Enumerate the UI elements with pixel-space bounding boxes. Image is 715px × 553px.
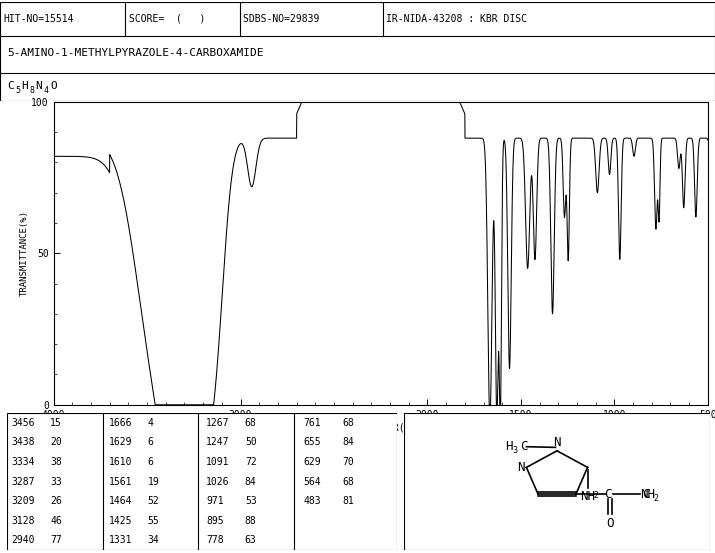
Text: 1561: 1561 bbox=[109, 477, 132, 487]
Text: 655: 655 bbox=[303, 437, 321, 447]
Text: 778: 778 bbox=[206, 535, 224, 545]
Text: 68: 68 bbox=[342, 418, 354, 428]
Text: 895: 895 bbox=[206, 516, 224, 526]
Text: 2940: 2940 bbox=[11, 535, 34, 545]
Text: 5-AMINO-1-METHYLPYRAZOLE-4-CARBOXAMIDE: 5-AMINO-1-METHYLPYRAZOLE-4-CARBOXAMIDE bbox=[7, 48, 264, 58]
Text: 3334: 3334 bbox=[11, 457, 34, 467]
Text: 3438: 3438 bbox=[11, 437, 34, 447]
Text: 1331: 1331 bbox=[109, 535, 132, 545]
Text: N: N bbox=[553, 436, 561, 449]
Text: 53: 53 bbox=[245, 496, 257, 506]
Text: 1267: 1267 bbox=[206, 418, 230, 428]
Text: 2: 2 bbox=[593, 492, 598, 500]
FancyBboxPatch shape bbox=[7, 413, 397, 550]
Text: 3456: 3456 bbox=[11, 418, 34, 428]
Text: 38: 38 bbox=[50, 457, 61, 467]
Text: 8: 8 bbox=[29, 86, 34, 96]
Text: H: H bbox=[505, 440, 513, 453]
Text: 3209: 3209 bbox=[11, 496, 34, 506]
Text: 483: 483 bbox=[303, 496, 321, 506]
Text: NH: NH bbox=[640, 488, 655, 500]
Text: 4: 4 bbox=[44, 86, 49, 96]
Text: H: H bbox=[21, 81, 28, 91]
Text: 19: 19 bbox=[147, 477, 159, 487]
Text: 88: 88 bbox=[245, 516, 257, 526]
Text: 77: 77 bbox=[50, 535, 61, 545]
Text: 629: 629 bbox=[303, 457, 321, 467]
Text: C: C bbox=[641, 488, 649, 500]
Text: N: N bbox=[36, 81, 42, 91]
Text: 5: 5 bbox=[15, 86, 20, 96]
Text: SCORE=  (   ): SCORE= ( ) bbox=[129, 14, 205, 24]
X-axis label: WAVENUMBER(I-I: WAVENUMBER(I-I bbox=[340, 422, 422, 432]
Text: 1464: 1464 bbox=[109, 496, 132, 506]
FancyBboxPatch shape bbox=[0, 2, 715, 36]
Text: 6: 6 bbox=[147, 457, 153, 467]
Text: 33: 33 bbox=[50, 477, 61, 487]
Text: 3128: 3128 bbox=[11, 516, 34, 526]
Text: 26: 26 bbox=[50, 496, 61, 506]
Text: 3: 3 bbox=[513, 446, 518, 455]
Text: N: N bbox=[518, 461, 525, 474]
Text: 1026: 1026 bbox=[206, 477, 230, 487]
Text: O: O bbox=[50, 81, 56, 91]
Text: 81: 81 bbox=[342, 496, 354, 506]
Text: C: C bbox=[7, 81, 14, 91]
FancyBboxPatch shape bbox=[0, 73, 715, 101]
Text: 1247: 1247 bbox=[206, 437, 230, 447]
Y-axis label: TRANSMITTANCE(%): TRANSMITTANCE(%) bbox=[19, 210, 29, 296]
Text: C: C bbox=[604, 488, 612, 500]
Text: 68: 68 bbox=[342, 477, 354, 487]
Text: 4: 4 bbox=[147, 418, 153, 428]
Text: 34: 34 bbox=[147, 535, 159, 545]
Text: 72: 72 bbox=[245, 457, 257, 467]
Text: NH: NH bbox=[580, 491, 595, 503]
Text: 971: 971 bbox=[206, 496, 224, 506]
Text: 1091: 1091 bbox=[206, 457, 230, 467]
Text: 1425: 1425 bbox=[109, 516, 132, 526]
Text: HIT-NO=15514: HIT-NO=15514 bbox=[4, 14, 74, 24]
Text: 2: 2 bbox=[654, 494, 659, 503]
Text: 3287: 3287 bbox=[11, 477, 34, 487]
Text: 1666: 1666 bbox=[109, 418, 132, 428]
Text: 55: 55 bbox=[147, 516, 159, 526]
Text: 70: 70 bbox=[342, 457, 354, 467]
Text: 50: 50 bbox=[245, 437, 257, 447]
Text: 564: 564 bbox=[303, 477, 321, 487]
Text: 1610: 1610 bbox=[109, 457, 132, 467]
Text: SDBS-NO=29839: SDBS-NO=29839 bbox=[243, 14, 343, 24]
Text: 63: 63 bbox=[245, 535, 257, 545]
Text: 68: 68 bbox=[245, 418, 257, 428]
FancyBboxPatch shape bbox=[0, 36, 715, 73]
FancyBboxPatch shape bbox=[404, 413, 710, 550]
Text: IR-NIDA-43208 : KBR DISC: IR-NIDA-43208 : KBR DISC bbox=[386, 14, 527, 24]
Text: 46: 46 bbox=[50, 516, 61, 526]
Text: O: O bbox=[606, 517, 613, 530]
Text: 1629: 1629 bbox=[109, 437, 132, 447]
Text: 52: 52 bbox=[147, 496, 159, 506]
Text: C: C bbox=[521, 440, 528, 453]
Text: 761: 761 bbox=[303, 418, 321, 428]
Text: 84: 84 bbox=[342, 437, 354, 447]
Text: 20: 20 bbox=[50, 437, 61, 447]
Text: 15: 15 bbox=[50, 418, 61, 428]
Text: 84: 84 bbox=[245, 477, 257, 487]
Text: 6: 6 bbox=[147, 437, 153, 447]
